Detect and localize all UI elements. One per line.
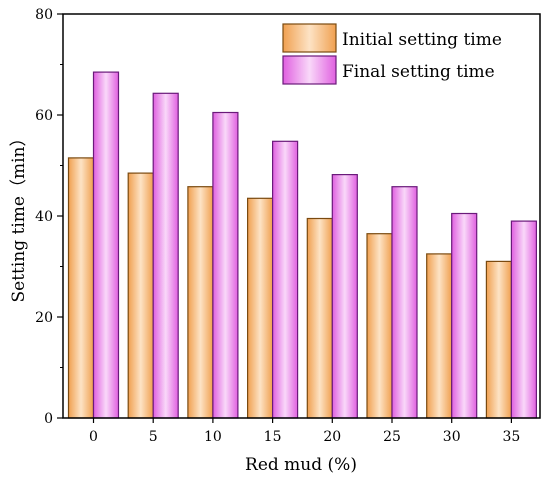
bar-final-25 [391,186,418,419]
legend-label-initial: Initial setting time [342,30,502,50]
bar-final-30 [451,212,478,419]
y-tick-label-40: 40 [35,209,53,225]
bar-final-15 [272,140,299,419]
y-tick-label-60: 60 [35,108,53,124]
x-tick-label-30: 30 [443,429,461,445]
legend-swatch-final [282,55,337,85]
bar-initial-15 [247,197,274,419]
y-axis-title: Setting time（min） [9,130,29,303]
bar-initial-0 [67,157,95,419]
x-tick-label-10: 10 [204,429,222,445]
x-tick-label-15: 15 [264,429,282,445]
bar-final-20 [331,174,358,419]
y-tick-label-80: 80 [35,7,53,23]
plot-area [67,71,537,419]
x-tick-label-25: 25 [383,429,401,445]
x-axis: 0 5 10 15 20 25 30 35 [89,418,520,445]
x-axis-title: Red mud (%) [245,455,357,475]
x-tick-label-0: 0 [89,429,98,445]
x-tick-label-20: 20 [323,429,341,445]
bar-final-35 [510,220,537,419]
bar-initial-35 [485,260,512,419]
bar-final-10 [212,111,239,419]
y-tick-label-20: 20 [35,310,53,326]
x-tick-label-35: 35 [502,429,520,445]
y-axis: 0 20 40 60 80 [35,7,63,427]
legend: Initial setting time Final setting time [282,23,502,85]
bar-initial-30 [426,253,453,419]
bar-initial-5 [127,172,154,419]
y-tick-label-0: 0 [44,411,53,427]
bar-final-0 [92,71,120,419]
bar-initial-10 [187,186,214,419]
bar-final-5 [152,92,179,419]
legend-swatch-initial [282,23,337,53]
x-tick-label-5: 5 [149,429,158,445]
bar-initial-20 [306,217,333,419]
legend-label-final: Final setting time [342,62,495,82]
bar-initial-25 [366,233,393,419]
